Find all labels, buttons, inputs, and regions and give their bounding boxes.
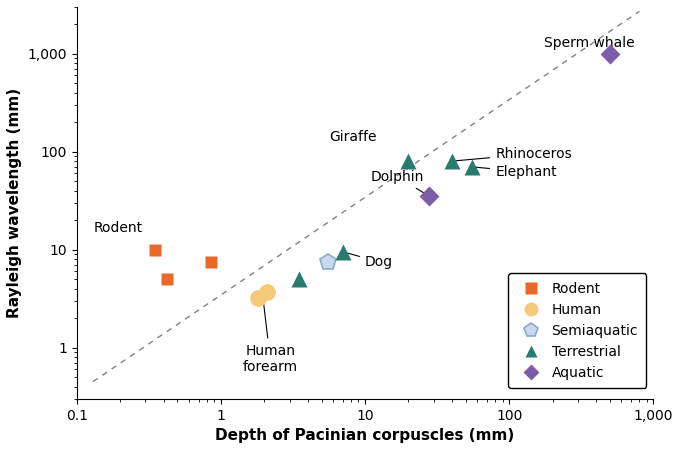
Y-axis label: Rayleigh wavelength (mm): Rayleigh wavelength (mm) — [7, 88, 22, 318]
Legend: Rodent, Human, Semiaquatic, Terrestrial, Aquatic: Rodent, Human, Semiaquatic, Terrestrial,… — [509, 274, 647, 388]
Text: Rodent: Rodent — [93, 221, 142, 235]
Text: Dolphin: Dolphin — [371, 170, 427, 195]
Text: Human
forearm: Human forearm — [243, 298, 298, 374]
X-axis label: Depth of Pacinian corpuscles (mm): Depth of Pacinian corpuscles (mm) — [216, 428, 515, 443]
Text: Dog: Dog — [345, 252, 393, 269]
Text: Rhinoceros: Rhinoceros — [454, 147, 572, 161]
Text: Elephant: Elephant — [475, 165, 557, 179]
Text: Giraffe: Giraffe — [329, 130, 377, 144]
Text: Sperm whale: Sperm whale — [544, 36, 635, 54]
